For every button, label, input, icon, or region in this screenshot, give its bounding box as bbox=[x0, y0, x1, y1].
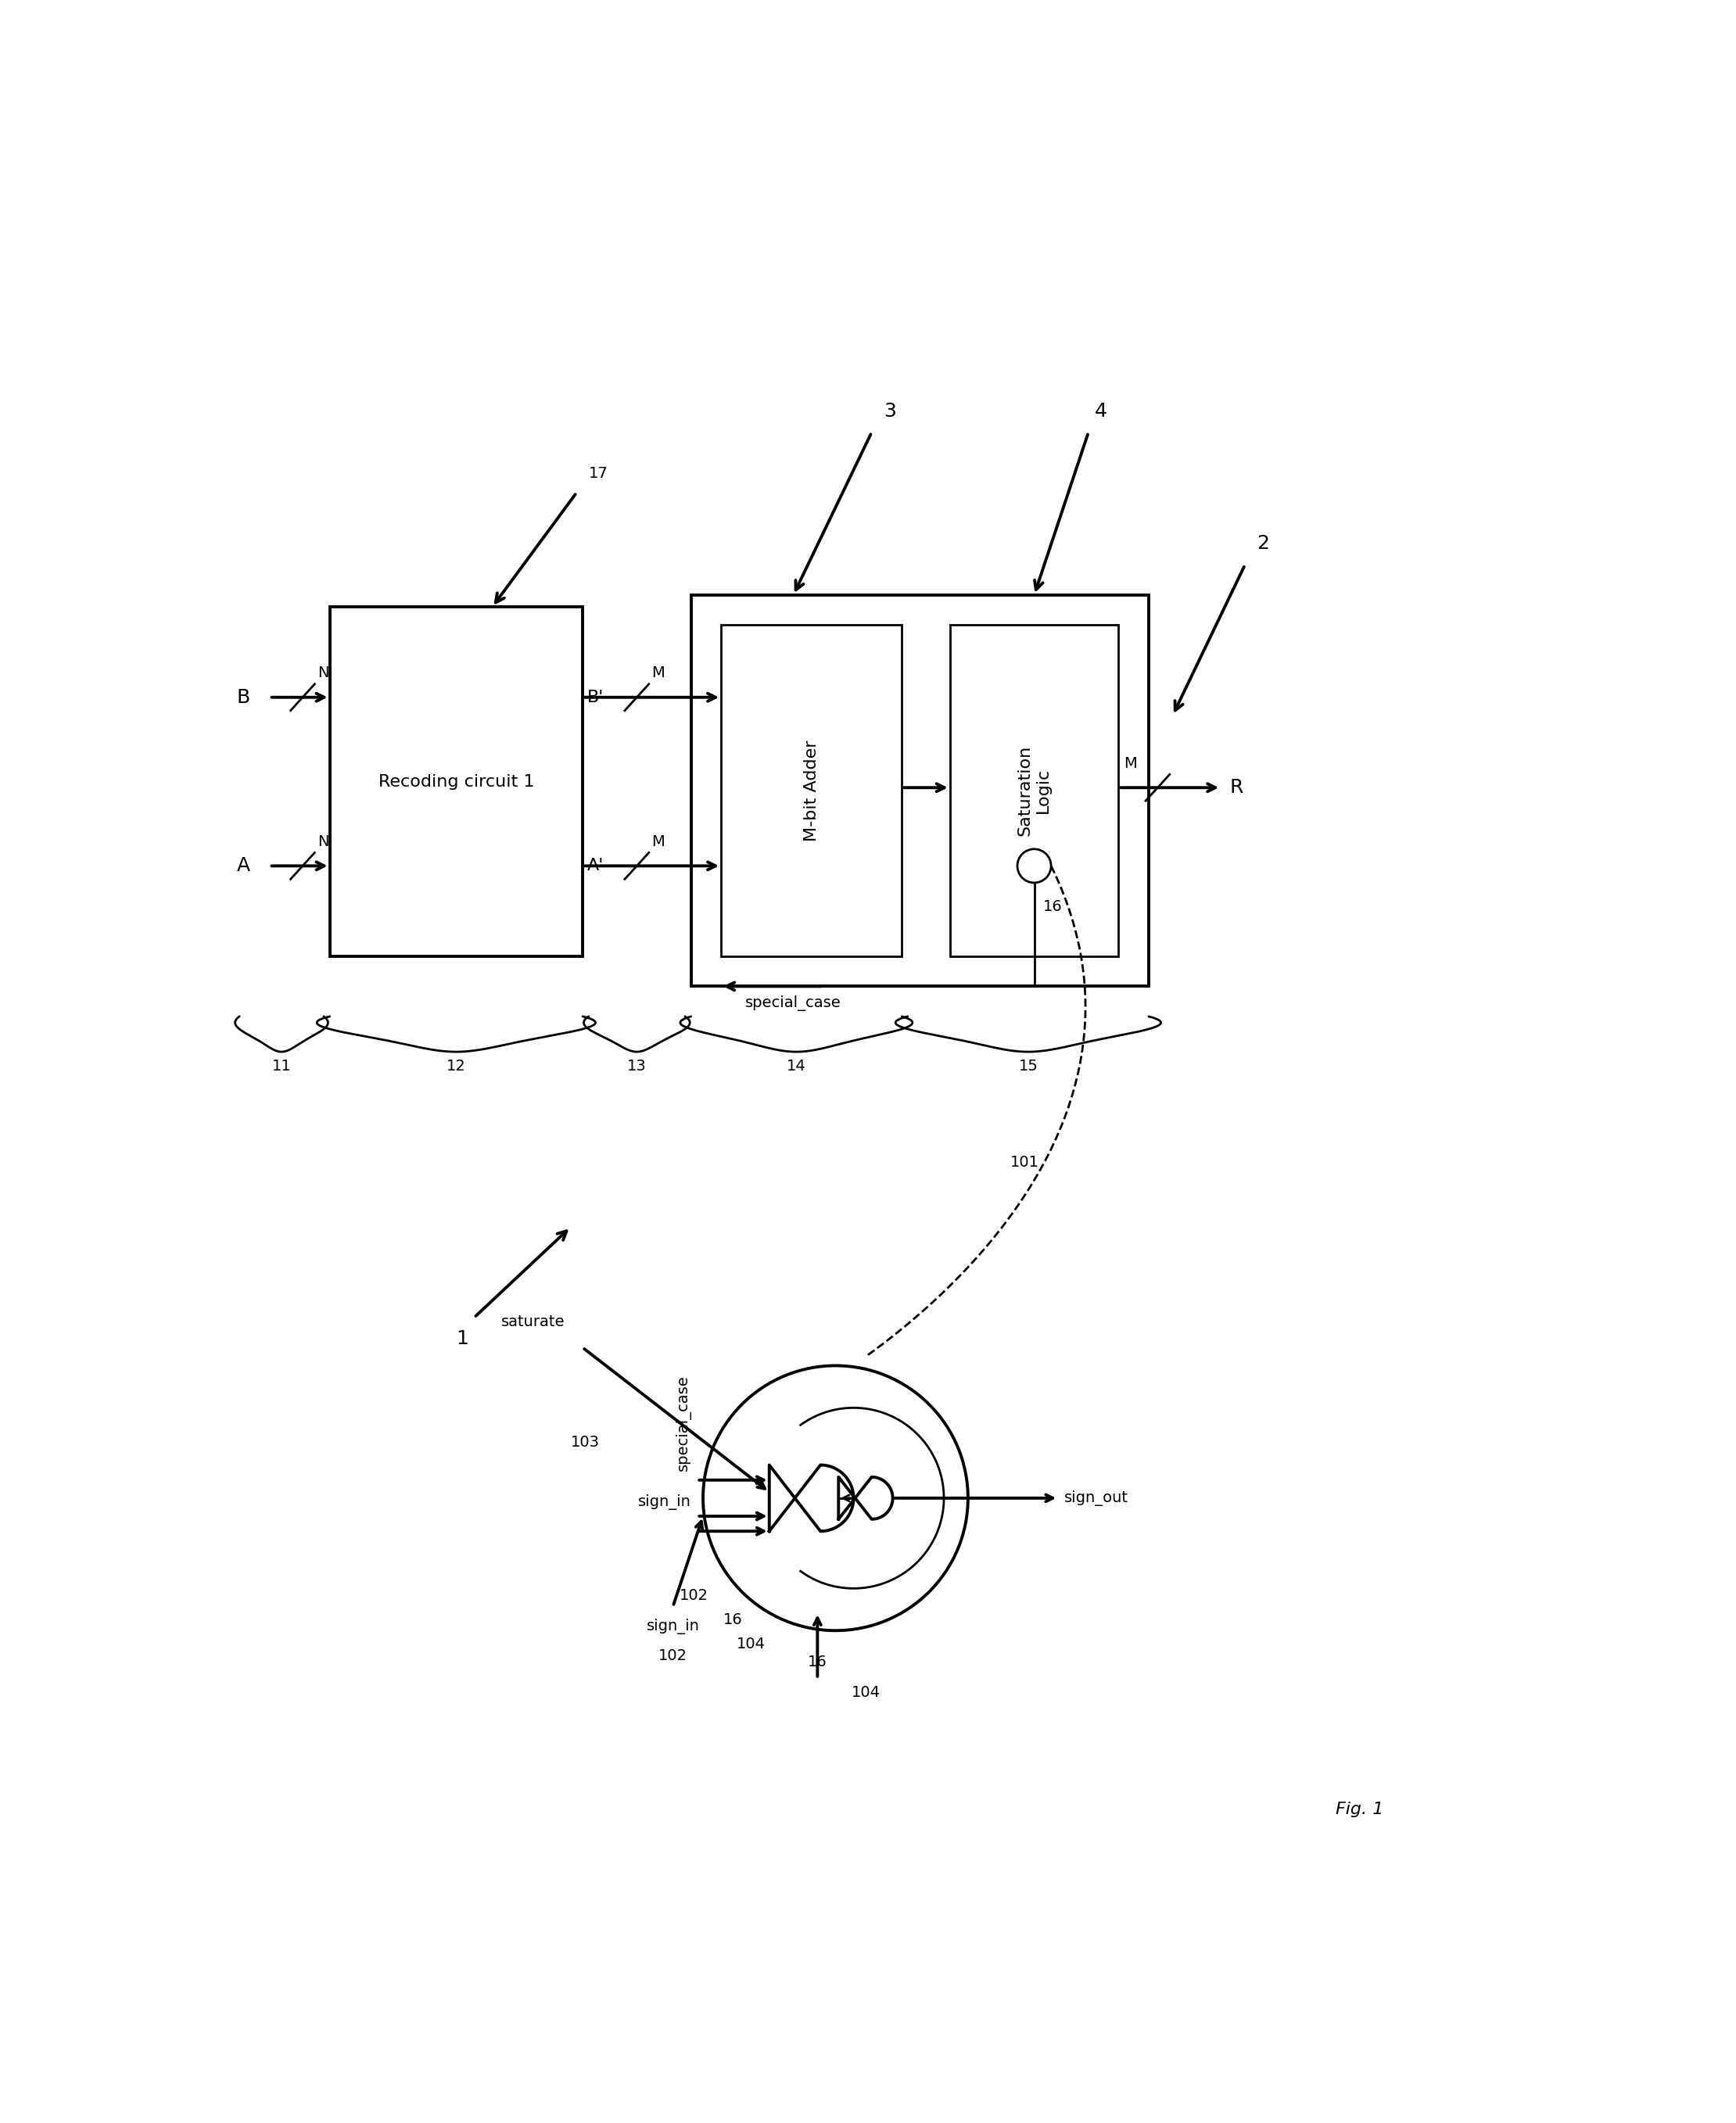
Text: 17: 17 bbox=[589, 465, 608, 480]
Text: sign_out: sign_out bbox=[1064, 1490, 1128, 1505]
Text: saturate: saturate bbox=[500, 1314, 564, 1329]
Text: M: M bbox=[651, 834, 665, 849]
Text: 104: 104 bbox=[851, 1686, 880, 1701]
Text: 103: 103 bbox=[571, 1435, 599, 1450]
Text: 12: 12 bbox=[446, 1059, 465, 1074]
Bar bbox=[330, 607, 583, 955]
Text: 16: 16 bbox=[1043, 898, 1062, 913]
Text: Fig. 1: Fig. 1 bbox=[1335, 1802, 1384, 1817]
Text: 104: 104 bbox=[736, 1637, 766, 1652]
Text: N: N bbox=[318, 667, 330, 681]
Text: 2: 2 bbox=[1257, 535, 1269, 552]
Text: 16: 16 bbox=[724, 1613, 743, 1628]
Text: 4: 4 bbox=[1094, 401, 1108, 420]
Text: M-bit Adder: M-bit Adder bbox=[804, 741, 819, 841]
Text: M: M bbox=[1123, 756, 1137, 771]
Text: special_case: special_case bbox=[675, 1376, 691, 1471]
Text: B': B' bbox=[587, 690, 604, 705]
Text: M: M bbox=[651, 667, 665, 681]
Text: 1: 1 bbox=[457, 1329, 469, 1348]
Text: sign_in: sign_in bbox=[637, 1495, 691, 1509]
Text: A: A bbox=[236, 856, 250, 875]
Text: 13: 13 bbox=[627, 1059, 646, 1074]
Text: 102: 102 bbox=[679, 1588, 708, 1603]
Text: 102: 102 bbox=[658, 1650, 687, 1664]
Bar bbox=[691, 594, 1149, 987]
Text: 11: 11 bbox=[273, 1059, 292, 1074]
Text: 101: 101 bbox=[1010, 1155, 1040, 1170]
Text: 3: 3 bbox=[884, 401, 896, 420]
Text: R: R bbox=[1229, 779, 1243, 796]
Text: special_case: special_case bbox=[745, 996, 842, 1011]
Text: 14: 14 bbox=[786, 1059, 806, 1074]
Text: sign_in: sign_in bbox=[646, 1618, 700, 1635]
Text: B: B bbox=[236, 688, 250, 707]
Text: A': A' bbox=[587, 858, 604, 875]
Text: Recoding circuit 1: Recoding circuit 1 bbox=[378, 773, 535, 790]
Text: N: N bbox=[318, 834, 330, 849]
Bar bbox=[720, 624, 901, 955]
Text: Saturation
Logic: Saturation Logic bbox=[1017, 745, 1050, 836]
Text: 16: 16 bbox=[807, 1654, 826, 1669]
Text: 15: 15 bbox=[1019, 1059, 1038, 1074]
Bar bbox=[950, 624, 1118, 955]
